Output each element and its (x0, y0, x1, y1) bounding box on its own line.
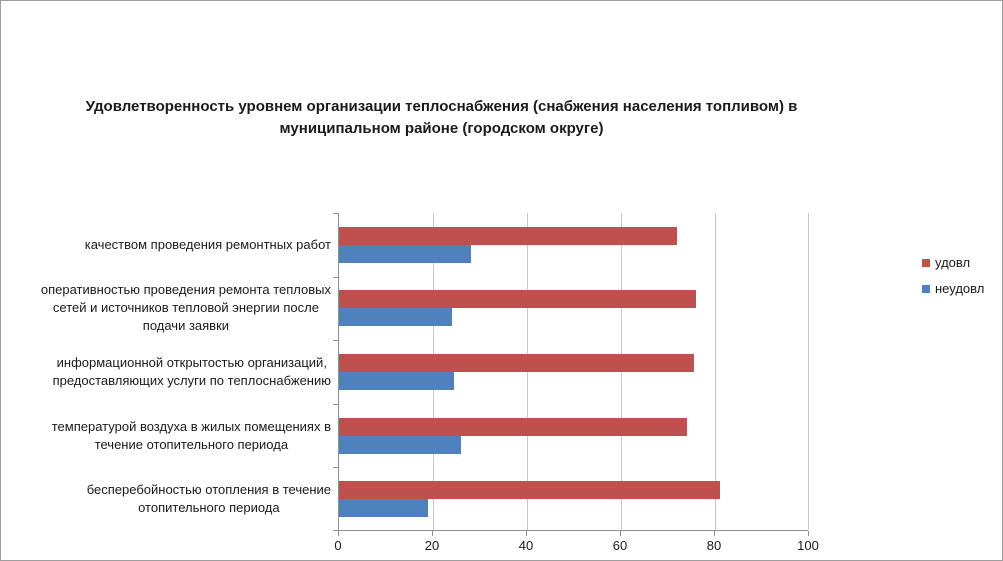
legend-label-neudovl: неудовл (935, 281, 985, 296)
category-label: бесперебойностью отопления в течение ото… (86, 482, 331, 515)
bar-neudovl (339, 308, 452, 326)
chart-title: Удовлетворенность уровнем организации те… (85, 98, 798, 137)
category-axis-tick (333, 467, 339, 468)
value-axis-tick (338, 531, 339, 536)
value-tick-label: 60 (612, 538, 628, 553)
category-label: оперативностью проведения ремонта теплов… (40, 282, 331, 333)
category-axis-tick (333, 340, 339, 341)
gridline (808, 213, 809, 530)
value-tick-label: 40 (518, 538, 534, 553)
category-label: качеством проведения ремонтных работ (84, 237, 331, 252)
category-label: температурой воздуха в жилых помещениях … (51, 419, 331, 452)
category-label: информационной открытостью организаций, … (52, 355, 331, 388)
bar-neudovl (339, 499, 428, 517)
bar-neudovl (339, 245, 471, 263)
value-axis-tick (526, 531, 527, 536)
bar-udovl (339, 290, 696, 308)
legend: удовл неудовл (922, 255, 984, 296)
value-tick-label: 100 (797, 538, 819, 553)
gridline (715, 213, 716, 530)
value-axis-tick (808, 531, 809, 536)
legend-item-neudovl: неудовл (922, 281, 984, 296)
value-axis-tick (714, 531, 715, 536)
legend-swatch-neudovl-icon (922, 284, 930, 293)
legend-item-udovl: удовл (922, 255, 984, 270)
value-axis-tick (620, 531, 621, 536)
legend-swatch-udovl-icon (922, 258, 930, 267)
value-axis-tick (432, 531, 433, 536)
plot-area (333, 213, 809, 536)
category-axis-tick (333, 277, 339, 278)
value-tick-label: 80 (706, 538, 722, 553)
category-axis-tick (333, 530, 339, 531)
category-axis-tick (333, 213, 339, 214)
legend-label-udovl: удовл (935, 255, 971, 270)
category-axis-tick (333, 404, 339, 405)
bar-neudovl (339, 372, 454, 390)
bar-neudovl (339, 436, 461, 454)
bar-udovl (339, 481, 720, 499)
bar-udovl (339, 227, 677, 245)
bar-udovl (339, 418, 687, 436)
value-tick-label: 0 (334, 538, 342, 553)
bar-udovl (339, 354, 694, 372)
value-tick-label: 20 (424, 538, 440, 553)
